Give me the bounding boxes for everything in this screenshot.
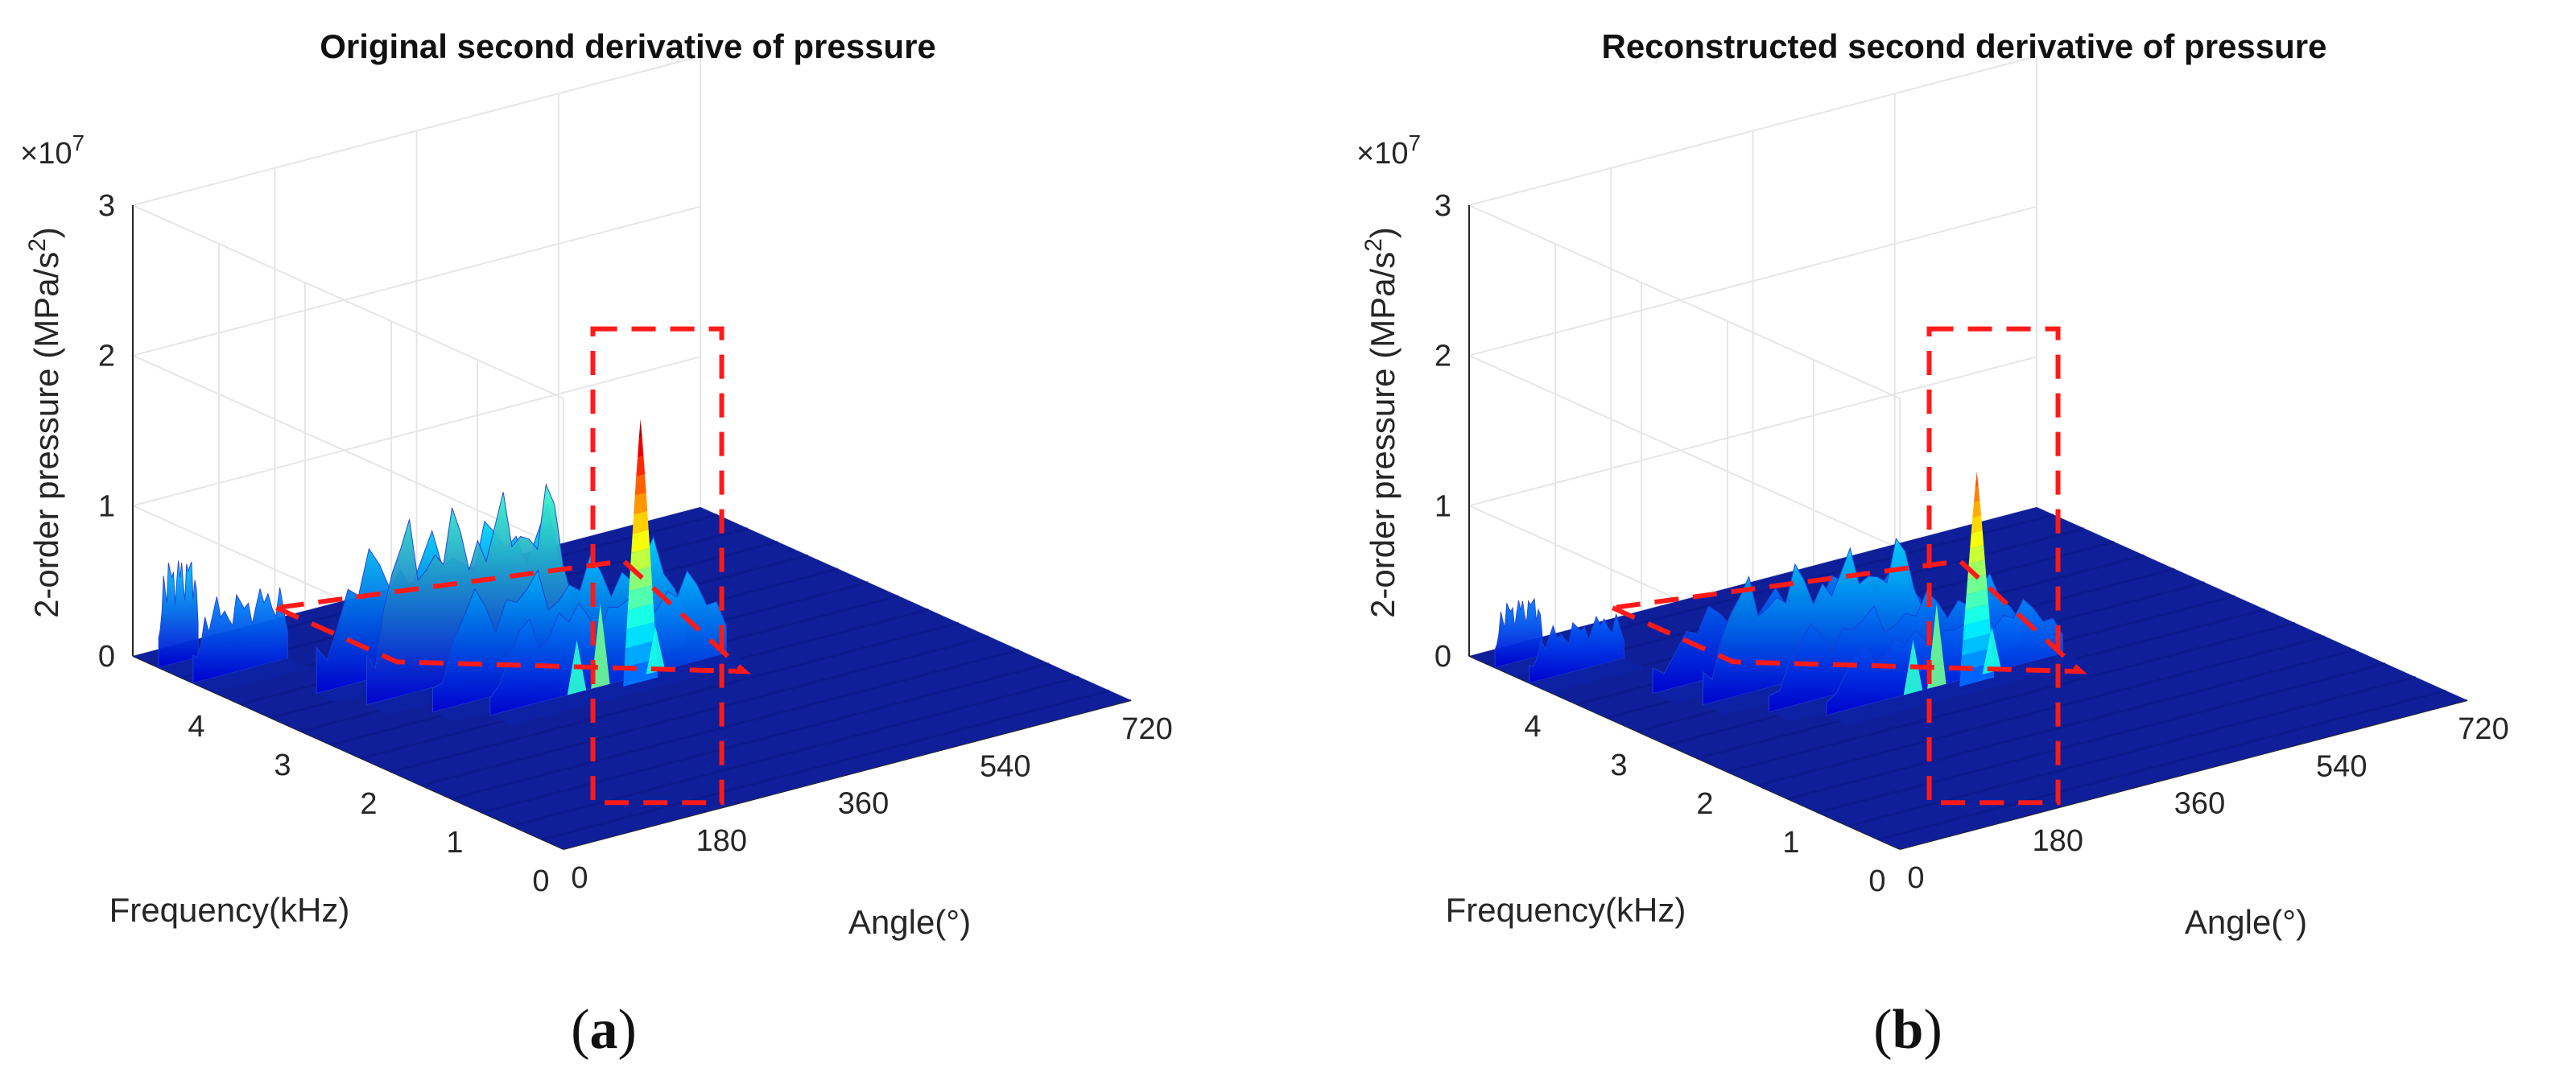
surface-peak-band xyxy=(624,640,657,668)
y-tick-label: 0 xyxy=(532,864,549,898)
surface-floor-strip xyxy=(1727,621,2296,773)
z-tick-label: 3 xyxy=(1435,189,1451,223)
surface-peak-band xyxy=(625,621,656,649)
x-tick-label: 0 xyxy=(571,861,588,895)
surface-ridge xyxy=(1529,613,1624,684)
z-tick-label: 2 xyxy=(98,340,115,373)
surface-1 xyxy=(1469,472,2467,849)
x-tick-label: 180 xyxy=(2033,824,2083,858)
x-axis-label: Angle(°) xyxy=(848,903,971,941)
y-tick-label: 1 xyxy=(1782,826,1799,860)
y-tick-label: 1 xyxy=(446,826,463,860)
surface-peak-band xyxy=(636,456,646,476)
y-tick-label: 4 xyxy=(188,710,204,744)
chart-panel-a: 0 1 2 3 0 180 360 540 720 0 1 2 3 4 ×107 Angle(°) Freque… xyxy=(20,27,1173,1061)
z-tick-label: 0 xyxy=(98,640,115,674)
ticks-1: 0 1 2 3 0 180 360 540 720 0 1 2 3 4 ×107 xyxy=(1356,130,2509,898)
chart-panel-b: 0 1 2 3 0 180 360 540 720 0 1 2 3 4 ×107 Angle(°) Freque… xyxy=(1336,0,2576,1089)
y-tick-label: 3 xyxy=(1610,749,1627,782)
y-tick-label: 2 xyxy=(360,787,377,821)
surface-peak-band xyxy=(630,547,651,572)
caption-a: (a) xyxy=(571,999,637,1061)
z-exponent-label: ×107 xyxy=(20,130,85,171)
surface-peak-band xyxy=(1970,530,1984,549)
surface-peak-band xyxy=(626,603,654,629)
surface-ridge-base xyxy=(489,653,749,725)
y-axis-label: Frequency(kHz) xyxy=(109,891,350,929)
y-tick-label: 4 xyxy=(1524,710,1541,744)
y-tick-label: 0 xyxy=(1868,864,1885,898)
surface-peak-band xyxy=(638,419,642,439)
surface-peak-band xyxy=(1963,604,1990,625)
axis-labels-1: Angle(°) Frequency(kHz) 2-order pressure (… xyxy=(1360,227,2307,941)
surface-peak-band xyxy=(1968,545,1985,564)
y-tick-label: 3 xyxy=(274,749,291,782)
chart-svg-b: 0 1 2 3 0 180 360 540 720 0 1 2 3 4 ×107 Angle(°) Freque… xyxy=(1356,27,2509,941)
surface-peak-band xyxy=(1963,618,1991,641)
chart-title: Original second derivative of pressure xyxy=(320,27,936,65)
z-tick-label: 0 xyxy=(1435,640,1451,674)
x-tick-label: 720 xyxy=(2458,712,2508,746)
surface-secondary-peak xyxy=(1982,626,2002,674)
x-tick-label: 360 xyxy=(838,787,889,821)
band-annotation-box xyxy=(1604,558,2087,674)
surface-peak-band xyxy=(1961,633,1992,656)
surface-ridge-base xyxy=(1826,653,2085,725)
surface-ridge xyxy=(158,560,199,669)
surface-floor-strip xyxy=(1787,649,2356,801)
x-axis-label: Angle(°) xyxy=(2185,903,2307,941)
y-tick-label: 2 xyxy=(1696,787,1713,821)
x-tick-label: 540 xyxy=(980,749,1030,783)
surface-floor-strip xyxy=(541,689,1110,841)
annotations-1 xyxy=(1604,326,2087,806)
surface-peak-band xyxy=(1971,515,1983,534)
z-tick-label: 3 xyxy=(98,189,115,223)
surface-floor-strip xyxy=(1877,689,2446,841)
z-axis-label: 2-order pressure (MPa/s2) xyxy=(1360,227,1402,618)
z-tick-label: 1 xyxy=(98,489,115,523)
x-tick-label: 360 xyxy=(2174,787,2225,821)
surface-ridge-base xyxy=(192,658,310,693)
surface-peak-band xyxy=(627,584,654,611)
x-tick-label: 0 xyxy=(1907,861,1924,895)
surface-peak-band xyxy=(1965,588,1989,610)
surface-peak-band xyxy=(631,530,650,553)
x-tick-label: 540 xyxy=(2316,749,2367,783)
surface-peak-band xyxy=(1972,501,1982,518)
z-axis-label: 2-order pressure (MPa/s2) xyxy=(24,227,65,618)
z-exponent-label: ×107 xyxy=(1356,130,1421,171)
x-tick-label: 720 xyxy=(1121,712,1172,746)
axis-labels-0: Angle(°) Frequency(kHz) 2-order pressure (… xyxy=(24,227,971,941)
caption-b: (b) xyxy=(1873,999,1942,1061)
z-tick-label: 1 xyxy=(1435,489,1451,523)
chart-title: Reconstructed second derivative of press… xyxy=(1602,27,2327,65)
surface-secondary-peak xyxy=(646,626,666,674)
band-annotation-box xyxy=(267,558,751,674)
surface-floor-strip xyxy=(481,662,1050,814)
surface-floor-strip xyxy=(1757,635,2326,787)
surface-floor-strip xyxy=(421,635,989,787)
surface-peak-band xyxy=(1960,648,1993,671)
z-tick-label: 2 xyxy=(1435,340,1451,373)
surface-0 xyxy=(133,419,1131,849)
surface-peak-band xyxy=(632,511,649,534)
surface-peak-band xyxy=(634,474,646,496)
surface-peak-band xyxy=(638,437,644,458)
surface-floor-strip xyxy=(451,649,1020,801)
surface-peak-band xyxy=(1975,472,1979,488)
x-tick-label: 180 xyxy=(696,824,747,858)
chart-svg-a: 0 1 2 3 0 180 360 540 720 0 1 2 3 4 ×107 Angle(°) Freque… xyxy=(20,27,1173,941)
surface-peak-band xyxy=(1966,574,1988,595)
surface-peak-band xyxy=(634,493,648,515)
surface-peak-band xyxy=(1974,486,1980,503)
annotations-0 xyxy=(267,326,751,806)
surface-ridge-base xyxy=(1529,658,1646,693)
surface-floor-strip xyxy=(390,621,960,773)
surface-floor-strip xyxy=(1817,662,2386,814)
y-axis-label: Frequency(kHz) xyxy=(1446,891,1686,929)
